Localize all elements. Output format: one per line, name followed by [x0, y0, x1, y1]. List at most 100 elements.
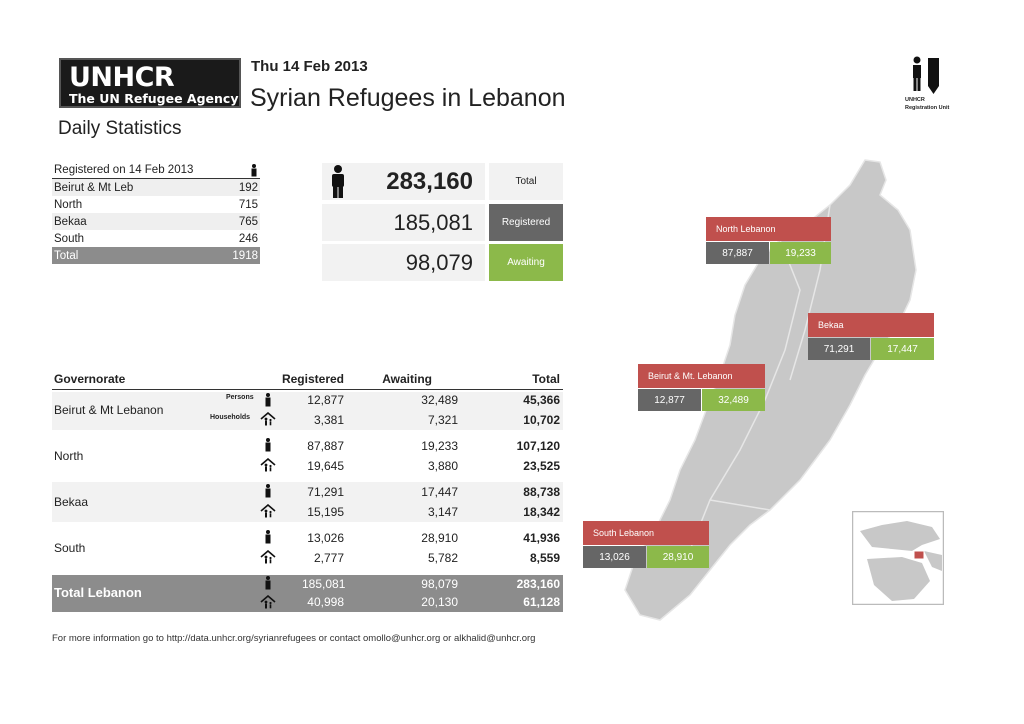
- total-label: Total Lebanon: [54, 585, 142, 600]
- table-row: Bekaa 71,291 17,447 88,738 15,195 3,147 …: [52, 482, 563, 522]
- households-total: 18,342: [523, 505, 560, 519]
- map-label-title: Bekaa: [808, 313, 934, 337]
- person-icon: [265, 438, 271, 452]
- daily-row: Bekaa 765: [52, 213, 260, 230]
- persons-total: 283,160: [516, 577, 560, 591]
- summary-total-value: 283,160: [386, 167, 473, 195]
- households-registered: 15,195: [307, 505, 344, 519]
- persons-awaiting: 17,447: [421, 485, 458, 499]
- daily-row-value: 246: [238, 232, 258, 245]
- map-label-registered: 71,291: [808, 338, 870, 360]
- persons-registered: 12,877: [307, 393, 344, 407]
- logo-sub-text: The UN Refugee Agency: [69, 91, 239, 106]
- daily-total-label: Total: [54, 249, 79, 262]
- persons-registered: 13,026: [307, 531, 344, 545]
- persons-total: 45,366: [523, 393, 560, 407]
- household-icon: [260, 458, 276, 472]
- page-title: Syrian Refugees in Lebanon: [250, 84, 566, 112]
- table-row: South 13,026 28,910 41,936 2,777 5,782 8…: [52, 528, 563, 568]
- person-icon: [265, 484, 271, 498]
- persons-registered: 185,081: [302, 577, 346, 591]
- page-subtitle: Daily Statistics: [58, 118, 182, 139]
- persons-total: 88,738: [523, 485, 560, 499]
- summary-registered-value: 185,081: [393, 209, 473, 235]
- map-label-title: Beirut & Mt. Lebanon: [638, 364, 765, 388]
- persons-total: 107,120: [516, 439, 560, 453]
- daily-row: North 715: [52, 196, 260, 213]
- persons-registered: 71,291: [307, 485, 344, 499]
- persons-total: 41,936: [523, 531, 560, 545]
- households-total: 23,525: [523, 459, 560, 473]
- table-total-row: Total Lebanon 185,081 98,079 283,160 40,…: [52, 575, 563, 612]
- households-registered: 19,645: [307, 459, 344, 473]
- households-awaiting: 20,130: [421, 595, 458, 609]
- summary-registered-box: 185,081: [322, 204, 485, 241]
- household-icon: [260, 504, 276, 518]
- households-label: Households: [210, 414, 251, 421]
- persons-registered: 87,887: [307, 439, 344, 453]
- daily-row-name: North: [54, 198, 83, 211]
- map-label-title: South Lebanon: [583, 521, 709, 545]
- person-icon: [332, 165, 344, 198]
- report-date: Thu 14 Feb 2013: [251, 58, 368, 75]
- map-label-title: North Lebanon: [706, 217, 831, 241]
- daily-row: South 246: [52, 230, 260, 247]
- summary-total-label: Total: [489, 163, 563, 200]
- daily-row: Beirut & Mt Leb 192: [52, 179, 260, 196]
- households-awaiting: 3,880: [427, 459, 458, 473]
- map-label-registered: 13,026: [583, 546, 646, 568]
- household-icon: [260, 595, 276, 609]
- daily-registration-table: Registered on 14 Feb 2013 Beirut & Mt Le…: [52, 162, 260, 264]
- summary-total-box: 283,160: [322, 163, 485, 200]
- map-label-awaiting: 28,910: [647, 546, 709, 568]
- daily-row-value: 715: [238, 198, 258, 211]
- daily-total-value: 1918: [232, 249, 258, 262]
- header-governorate: Governorate: [54, 372, 126, 386]
- map-label-awaiting: 17,447: [871, 338, 934, 360]
- persons-awaiting: 28,910: [421, 531, 458, 545]
- households-total: 10,702: [523, 413, 560, 427]
- person-pencil-icon: [913, 56, 939, 94]
- persons-awaiting: 19,233: [421, 439, 458, 453]
- summary-awaiting-box: 98,079: [322, 244, 485, 281]
- table-row: North 87,887 19,233 107,120 19,645 3,880…: [52, 436, 563, 476]
- daily-row-value: 765: [238, 215, 258, 228]
- map-label-registered: 12,877: [638, 389, 701, 411]
- inset-map: [852, 511, 944, 605]
- households-registered: 2,777: [313, 551, 344, 565]
- header-awaiting: Awaiting: [382, 372, 432, 386]
- unit-line-2: Registration Unit: [905, 105, 950, 111]
- households-awaiting: 5,782: [427, 551, 458, 565]
- persons-label: Persons: [226, 394, 254, 401]
- daily-row-name: South: [54, 232, 85, 245]
- household-icon: [260, 550, 276, 564]
- daily-row-name: Bekaa: [54, 215, 87, 228]
- household-icon: [260, 412, 276, 426]
- households-registered: 3,381: [313, 413, 344, 427]
- map-label-awaiting: 19,233: [770, 242, 831, 264]
- households-total: 61,128: [523, 595, 560, 609]
- unit-line-1: UNHCR: [905, 97, 925, 103]
- daily-header-row: Registered on 14 Feb 2013: [52, 162, 260, 179]
- governorate-name: North: [54, 449, 84, 463]
- summary-awaiting-label: Awaiting: [489, 244, 563, 281]
- table-row: Beirut & Mt Lebanon Persons Households 1…: [52, 392, 563, 430]
- households-awaiting: 3,147: [427, 505, 458, 519]
- daily-total-row: Total 1918: [52, 247, 260, 264]
- person-icon: [265, 393, 271, 407]
- persons-awaiting: 32,489: [421, 393, 458, 407]
- logo-main-text: UNHCR: [69, 62, 175, 93]
- persons-awaiting: 98,079: [421, 577, 458, 591]
- registration-unit-label: UNHCR Registration Unit: [905, 96, 949, 112]
- person-icon: [265, 576, 271, 590]
- person-icon: [265, 530, 271, 544]
- header-total: Total: [532, 372, 560, 386]
- governorate-name: Bekaa: [54, 495, 89, 509]
- governorate-table: Governorate Registered Awaiting Total Be…: [52, 372, 563, 612]
- governorate-name: South: [54, 541, 86, 555]
- summary-awaiting-value: 98,079: [405, 249, 473, 275]
- daily-row-name: Beirut & Mt Leb: [54, 181, 134, 194]
- footer-contact: For more information go to http://data.u…: [52, 633, 536, 644]
- governorate-name: Beirut & Mt Lebanon: [54, 403, 164, 417]
- households-total: 8,559: [529, 551, 560, 565]
